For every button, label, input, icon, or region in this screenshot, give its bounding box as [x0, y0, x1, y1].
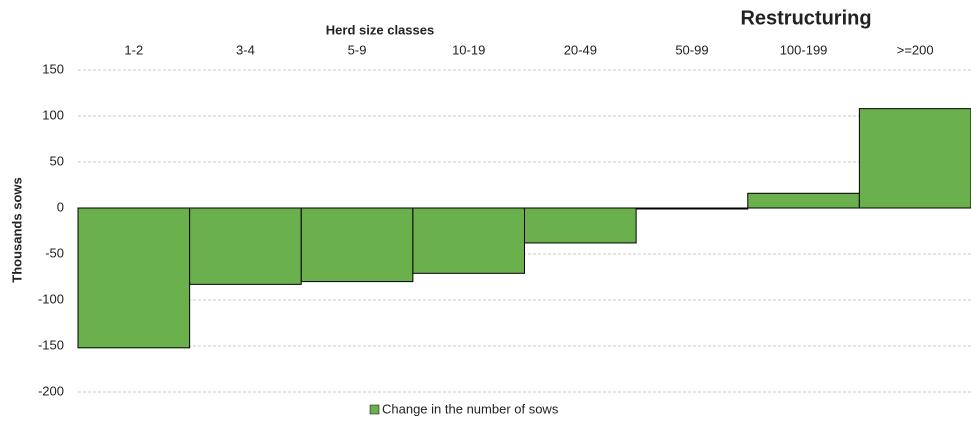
x-tick-label: 1-2 [124, 42, 143, 57]
y-tick-label: 0 [57, 199, 64, 214]
y-tick-label: -200 [38, 383, 64, 398]
y-tick-label: -150 [38, 337, 64, 352]
bar [524, 207, 637, 244]
y-tick-label: 100 [42, 107, 64, 122]
x-tick-label: 5-9 [348, 42, 367, 57]
bar [189, 207, 302, 285]
x-tick-label: 3-4 [236, 42, 255, 57]
x-axis-label: Herd size classes [326, 22, 434, 37]
x-tick-label: 100-199 [780, 42, 828, 57]
bar [77, 207, 191, 349]
bar [635, 207, 749, 210]
y-tick-label: 50 [50, 153, 64, 168]
x-tick-label: 20-49 [564, 42, 597, 57]
bar [858, 108, 971, 209]
y-tick-label: -100 [38, 291, 64, 306]
x-tick-label: 10-19 [452, 42, 485, 57]
y-tick-label: 150 [42, 61, 64, 76]
bar [300, 207, 414, 283]
chart-title: Restructuring [740, 7, 871, 29]
y-axis-label: Thousands sows [9, 177, 24, 282]
x-tick-label: 50-99 [675, 42, 708, 57]
legend-swatch [369, 404, 380, 415]
x-tick-label: >=200 [897, 42, 934, 57]
bar [747, 192, 860, 209]
legend-label: Change in the number of sows [382, 401, 559, 416]
y-tick-label: -50 [45, 245, 64, 260]
bar [412, 207, 525, 274]
